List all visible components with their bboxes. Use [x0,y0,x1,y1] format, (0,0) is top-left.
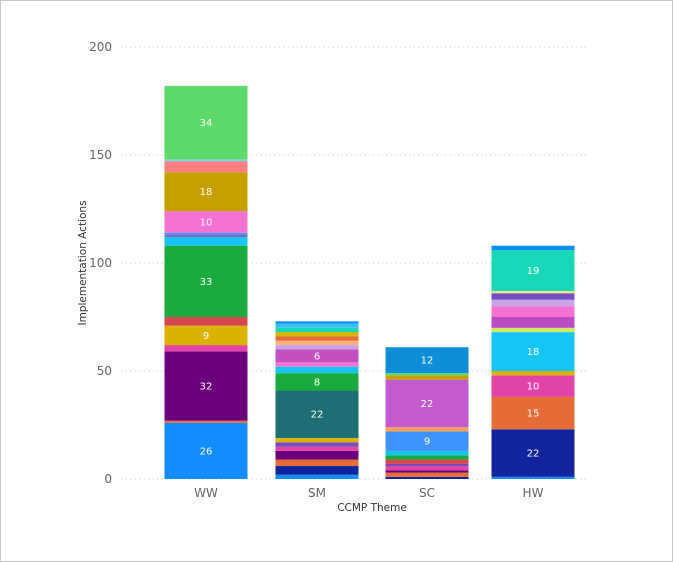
bar-segment-hw[interactable] [491,375,575,397]
segment-data-label: 9 [424,437,430,448]
bar-segment-ww[interactable] [164,85,248,160]
y-tick-label: 50 [97,364,112,378]
bar-segment-hw[interactable] [491,245,575,251]
bar-segment-hw[interactable] [491,306,575,317]
bar-segment-hw[interactable] [491,291,575,294]
bar-segment-sm[interactable] [275,373,359,391]
bar-segment-sc[interactable] [385,466,469,471]
bar-segment-ww[interactable] [164,420,248,423]
bar-segment-ww[interactable] [164,172,248,212]
x-tick-label: SC [419,486,435,500]
bar-segment-sm[interactable] [275,332,359,337]
y-axis-ticks: 0 50 100 150 200 [89,40,112,486]
bar-segment-sc[interactable] [385,476,469,479]
bar-segment-sm[interactable] [275,336,359,341]
segment-data-label: 22 [311,410,324,421]
segment-data-label: 10 [200,217,213,228]
bar-segment-ww[interactable] [164,351,248,421]
segment-data-label: 18 [200,187,213,198]
bar-segment-sc[interactable] [385,459,469,464]
segment-data-label: 6 [314,351,320,362]
segment-data-label: 22 [527,449,540,460]
bar-segment-sc[interactable] [385,373,469,376]
segment-data-label: 9 [203,331,209,342]
bar-segment-sm[interactable] [275,450,359,460]
bar-segment-sm[interactable] [275,466,359,475]
bar-segment-sm[interactable] [275,327,359,333]
x-axis-title: CCMP Theme [337,502,407,514]
bar-segment-sc[interactable] [385,431,469,451]
bar-segment-sm[interactable] [275,474,359,479]
bar-segment-sm[interactable] [275,345,359,350]
x-tick-label: HW [523,486,544,500]
bar-segment-ww[interactable] [164,161,248,173]
bar-segment-sm[interactable] [275,366,359,374]
bar-segment-hw[interactable] [491,429,575,477]
bar-segment-hw[interactable] [491,327,575,333]
bar-segment-hw[interactable] [491,250,575,292]
bar-segment-sm[interactable] [275,390,359,438]
bar-segment-sm[interactable] [275,340,359,346]
bar-segment-ww[interactable] [164,345,248,352]
bar-segment-ww[interactable] [164,317,248,326]
bar-segment-hw[interactable] [491,476,575,479]
bar-segment-hw[interactable] [491,299,575,307]
segment-data-label: 15 [527,409,540,420]
bar-segment-sm[interactable] [275,321,359,324]
y-tick-label: 200 [89,40,112,54]
bar-segment-sm[interactable] [275,446,359,451]
bar-segment-ww[interactable] [164,422,248,479]
bar-segment-sm[interactable] [275,323,359,328]
y-tick-label: 0 [104,472,112,486]
bar-segment-sc[interactable] [385,427,469,432]
y-tick-label: 150 [89,148,112,162]
bar-segment-sm[interactable] [275,362,359,367]
x-tick-label: SM [308,486,326,500]
bar-segment-hw[interactable] [491,371,575,376]
x-axis-ticks: WW SM SC HW [194,486,543,500]
bar-segment-sc[interactable] [385,450,469,456]
x-tick-label: WW [194,486,218,500]
bar-segment-ww[interactable] [164,234,248,238]
bar-segment-sc[interactable] [385,379,469,428]
segment-data-label: 8 [314,377,320,388]
bar-segment-ww[interactable] [164,245,248,317]
segment-data-label: 18 [527,347,540,358]
bar-segment-ww[interactable] [164,237,248,246]
bar-segment-hw[interactable] [491,317,575,328]
bar-segment-ww[interactable] [164,232,248,235]
bar-segment-sc[interactable] [385,455,469,460]
bar-segment-sm[interactable] [275,442,359,447]
bar-segment-sm[interactable] [275,437,359,443]
bar-segment-hw[interactable] [491,332,575,371]
bar-segment-sm[interactable] [275,349,359,363]
segment-data-label: 12 [421,356,434,367]
bar-segment-ww[interactable] [164,159,248,162]
bar-segment-sc[interactable] [385,472,469,477]
segment-data-label: 32 [200,382,213,393]
segment-data-label: 33 [200,277,213,288]
segment-data-label: 26 [200,446,213,457]
bar-segment-ww[interactable] [164,211,248,233]
segment-data-label: 10 [527,382,540,393]
bar-segment-sc[interactable] [385,463,469,467]
bar-segment-sc[interactable] [385,375,469,380]
segment-data-label: 22 [421,399,434,410]
bar-segment-ww[interactable] [164,325,248,346]
bar-segment-sm[interactable] [275,459,359,467]
bar-segment-hw[interactable] [491,396,575,430]
bar-segment-hw[interactable] [491,293,575,300]
bar-segment-sc[interactable] [385,470,469,473]
segment-data-label: 34 [200,118,213,129]
bars [164,85,575,479]
segment-data-label: 19 [527,266,540,277]
y-axis-title: Implementation Actions [77,200,89,325]
segment-labels: 26 32 9 33 10 18 34 22 8 6 9 22 12 22 15 10 18 19 [200,118,540,459]
y-tick-label: 100 [89,256,112,270]
bar-segment-sc[interactable] [385,347,469,374]
